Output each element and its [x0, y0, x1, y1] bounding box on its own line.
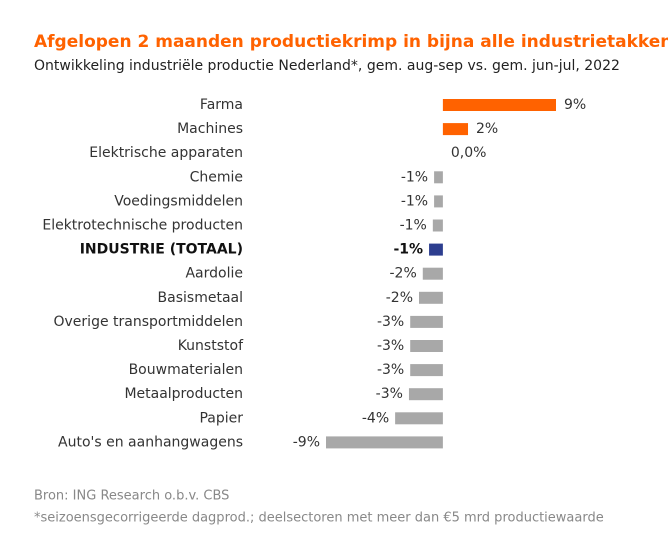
value-label: -1%: [393, 242, 423, 258]
bar: [410, 315, 443, 328]
category-label: Elektrische apparaten: [89, 145, 243, 161]
value-label: -2%: [386, 290, 413, 306]
value-label: 2%: [476, 121, 498, 137]
bar: [326, 436, 443, 449]
value-label: 0,0%: [451, 145, 487, 161]
bar: [408, 388, 443, 401]
bar: [442, 99, 556, 111]
bar: [434, 171, 443, 184]
bar: [429, 243, 443, 256]
category-label: Kunststof: [178, 338, 244, 354]
value-label: -1%: [400, 218, 427, 234]
value-label: -1%: [401, 193, 428, 209]
chart-subtitle: Ontwikkeling industriële productie Neder…: [34, 58, 620, 74]
category-label: Bouwmaterialen: [129, 362, 243, 378]
value-label: -3%: [376, 386, 403, 402]
value-label: -9%: [293, 434, 320, 450]
category-label: Metaalproducten: [124, 386, 243, 402]
value-label: -3%: [377, 314, 404, 330]
footnote: *seizoensgecorrigeerde dagprod.; deelsec…: [34, 511, 604, 526]
category-label: Aardolie: [185, 266, 243, 282]
chart-title: Afgelopen 2 maanden productiekrimp in bi…: [34, 32, 668, 52]
value-label: -2%: [390, 266, 417, 282]
category-label: Papier: [199, 410, 243, 426]
bar: [395, 412, 443, 425]
bar: [422, 267, 443, 280]
category-label: Basismetaal: [158, 290, 243, 306]
category-label: Overige transportmiddelen: [54, 314, 244, 330]
category-label: Farma: [200, 97, 243, 113]
category-label: Machines: [177, 121, 243, 137]
bar: [442, 123, 469, 136]
bar: [434, 195, 443, 208]
value-label: -3%: [377, 338, 404, 354]
category-label: INDUSTRIE (TOTAAL): [80, 242, 243, 258]
bar: [410, 340, 443, 352]
value-label: 9%: [564, 97, 586, 113]
category-label: Elektrotechnische producten: [42, 218, 243, 234]
bar: [419, 291, 443, 304]
value-label: -1%: [401, 169, 428, 185]
category-label: Voedingsmiddelen: [114, 193, 243, 209]
bar: [432, 219, 443, 232]
category-label: Auto's en aanhangwagens: [58, 434, 243, 450]
category-label: Chemie: [190, 169, 243, 185]
value-label: -4%: [362, 410, 389, 426]
value-label: -3%: [377, 362, 404, 378]
bar: [410, 364, 443, 377]
source: Bron: ING Research o.b.v. CBS: [34, 489, 229, 504]
